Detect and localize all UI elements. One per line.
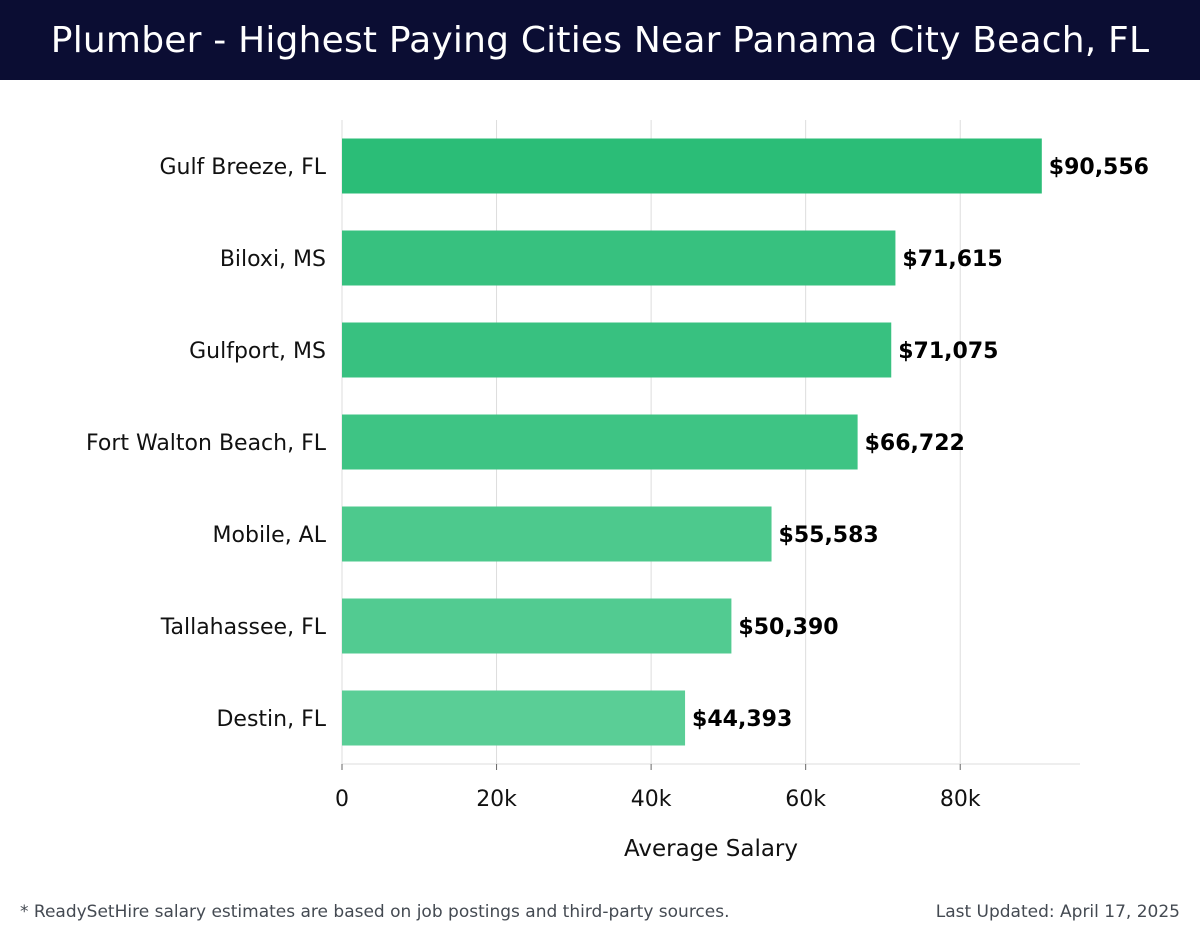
footer-last-updated: Last Updated: April 17, 2025 <box>935 902 1180 922</box>
footer-disclaimer: * ReadySetHire salary estimates are base… <box>20 902 730 922</box>
category-label: Gulfport, MS <box>189 339 326 364</box>
value-label: $44,393 <box>692 707 792 732</box>
category-label: Destin, FL <box>216 707 326 732</box>
bar <box>342 138 1042 194</box>
x-tick-label: 40k <box>631 787 672 812</box>
x-axis-label: Average Salary <box>624 836 798 862</box>
x-tick-label: 20k <box>476 787 517 812</box>
value-label: $66,722 <box>865 431 965 456</box>
chart-title: Plumber - Highest Paying Cities Near Pan… <box>50 19 1150 61</box>
category-label: Biloxi, MS <box>220 247 326 272</box>
chart-header: Plumber - Highest Paying Cities Near Pan… <box>0 0 1200 80</box>
value-label: $50,390 <box>738 615 838 640</box>
value-label: $55,583 <box>779 523 879 548</box>
bar <box>342 690 686 746</box>
x-tick-label: 0 <box>335 787 349 812</box>
value-label: $90,556 <box>1049 155 1149 180</box>
bar-chart: Gulf Breeze, FL $90,556 Biloxi, MS $71,615 G… <box>86 120 1149 862</box>
category-label: Fort Walton Beach, FL <box>86 431 327 456</box>
bar <box>342 322 892 378</box>
category-label: Mobile, AL <box>213 523 327 548</box>
value-label: $71,075 <box>898 339 998 364</box>
category-label: Tallahassee, FL <box>160 615 327 640</box>
x-tick-label: 60k <box>785 787 826 812</box>
value-label: $71,615 <box>902 247 1002 272</box>
category-label: Gulf Breeze, FL <box>159 155 326 180</box>
bar <box>342 230 896 286</box>
bar <box>342 414 858 470</box>
x-tick-label: 80k <box>940 787 981 812</box>
bar <box>342 506 772 562</box>
bar <box>342 598 732 654</box>
